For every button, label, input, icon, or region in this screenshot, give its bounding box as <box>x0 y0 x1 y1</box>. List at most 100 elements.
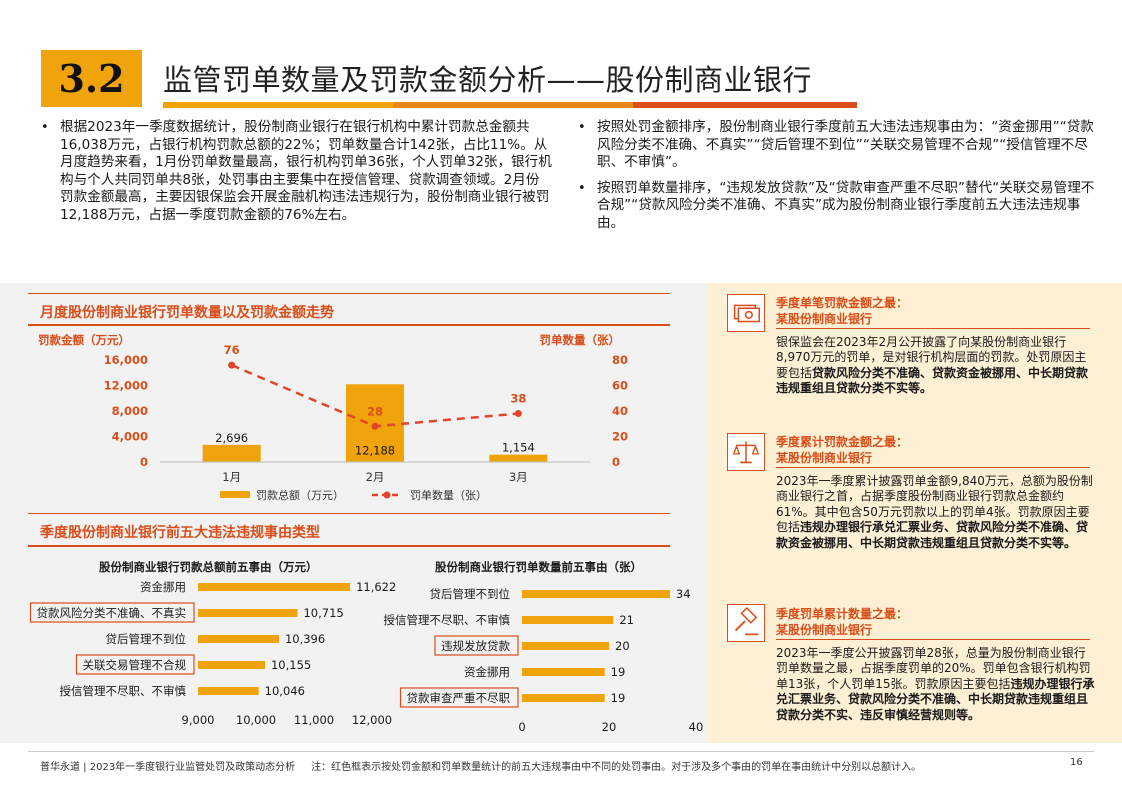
highlight-box <box>29 602 195 623</box>
monthly-combo-chart: 罚款金额（万元） 罚单数量（张） 0 4,000 8,000 12,000 16,000 0 2… <box>38 333 628 502</box>
section-divider <box>28 545 670 547</box>
hbar-category-label: 贷款风险分类不准确、不真实 <box>37 606 187 620</box>
left-tick-label: 8,000 <box>112 404 148 418</box>
card-divider <box>776 328 1090 329</box>
hbar-category-label: 资金挪用 <box>140 580 186 594</box>
bar-value-label: 12,188 <box>355 443 395 457</box>
section-number-badge: 3.2 <box>41 50 142 107</box>
right-tick-label: 20 <box>612 430 628 444</box>
card-title-line2: 某股份制商业银行 <box>776 451 873 465</box>
count-top5-chart: 34 贷后管理不到位 21 授信管理不尽职、不审慎 20 违规发放贷款 19 资金挪用 19 贷款… <box>384 587 704 734</box>
hbar-value-label: 21 <box>619 613 634 627</box>
hbar <box>198 687 259 695</box>
section-divider <box>28 293 670 294</box>
line-point <box>228 361 236 369</box>
x-tick-label: 3月 <box>509 470 528 484</box>
count-top5-title: 股份制商业银行罚单数量前五事由（张） <box>435 560 642 574</box>
section-divider <box>28 513 670 514</box>
line-point <box>371 422 379 430</box>
card-title: 季度累计罚款金额之最： 某股份制商业银行 <box>776 434 1076 466</box>
title-underline <box>163 102 857 108</box>
line-value-label: 38 <box>510 392 526 406</box>
hbar-value-label: 11,622 <box>356 580 396 594</box>
hbar-category-label: 贷后管理不到位 <box>430 587 511 601</box>
x-tick-label: 2月 <box>366 470 385 484</box>
line-point <box>514 410 522 418</box>
left-tick-label: 4,000 <box>112 430 148 444</box>
legend-line-point <box>383 491 391 499</box>
balance-scale-icon <box>727 433 765 471</box>
footer-divider <box>28 751 1094 752</box>
hbar-value-label: 10,046 <box>265 684 305 698</box>
right-tick-label: 40 <box>612 404 628 418</box>
left-axis-label: 罚款金额（万元） <box>38 333 130 347</box>
hbar-category-label: 关联交易管理不合规 <box>83 658 187 672</box>
hbar-value-label: 34 <box>676 587 691 601</box>
x-tick-label: 0 <box>518 720 525 734</box>
bullet-item: 按照处罚金额排序，股份制商业银行季度前五大违法违规事由为：“资金挪用”“贷款风险… <box>577 119 1095 172</box>
monthly-chart-title: 月度股份制商业银行罚单数量以及罚款金额走势 <box>40 305 334 321</box>
bar-value-label: 1,154 <box>502 441 535 455</box>
legend-label: 罚单数量（张） <box>410 489 487 502</box>
x-tick-label: 11,000 <box>294 713 334 727</box>
left-tick-label: 12,000 <box>104 379 148 393</box>
bullet-item: 按照罚单数量排序，“违规发放贷款”及“贷款审查严重不尽职”替代“关联交易管理不合… <box>577 180 1095 233</box>
footer-note: 注：红色框表示按处罚金额和罚单数量统计的前五大违规事由中不同的处罚事由。对于涉及… <box>311 762 922 773</box>
card-title: 季度单笔罚款金额之最： 某股份制商业银行 <box>776 295 1076 327</box>
x-tick-label: 10,000 <box>236 713 276 727</box>
bar-amount <box>202 444 261 462</box>
right-tick-label: 80 <box>612 353 628 367</box>
left-tick-label: 0 <box>140 455 148 469</box>
bar-amount <box>489 454 548 462</box>
line-value-label: 76 <box>224 343 240 357</box>
card-body: 银保监会在2023年2月公开披露了向某股份制商业银行8,970万元的罚单，是对银… <box>776 335 1096 397</box>
page-number: 16 <box>1070 757 1083 768</box>
highlights-panel <box>708 283 1122 743</box>
hbar-value-label: 19 <box>611 665 626 679</box>
summary-bullets-right: 按照处罚金额排序，股份制商业银行季度前五大违法违规事由为：“资金挪用”“贷款风险… <box>577 119 1095 241</box>
page-title: 监管罚单数量及罚款金额分析——股份制商业银行 <box>163 63 813 97</box>
hbar <box>198 635 279 643</box>
legend-bar-swatch <box>220 491 250 498</box>
hbar-value-label: 19 <box>611 691 626 705</box>
hbar-category-label: 贷后管理不到位 <box>106 632 187 646</box>
hbar <box>198 609 298 617</box>
hbar-category-label: 授信管理不尽职、不审慎 <box>60 684 187 698</box>
section-divider <box>28 324 670 326</box>
hbar <box>522 668 605 676</box>
card-divider <box>776 639 1090 640</box>
card-title-line2: 某股份制商业银行 <box>776 312 873 326</box>
card-body-text: 2023年一季度累计披露罚单金额9,840万元，总额为股份制商业银行之首，占据季… <box>776 474 1093 535</box>
left-tick-label: 16,000 <box>104 353 148 367</box>
hbar-category-label: 授信管理不尽职、不审慎 <box>384 613 511 627</box>
x-tick-label: 40 <box>689 720 704 734</box>
footer-text: 普华永道 | 2023年一季度银行业监管处罚及政策动态分析 注：红色框表示按处罚… <box>40 758 921 773</box>
line-value-label: 28 <box>367 404 383 418</box>
highlight-box <box>75 654 195 675</box>
right-axis-label: 罚单数量（张） <box>540 333 621 347</box>
x-tick-label: 9,000 <box>182 713 215 727</box>
bullet-item: 根据2023年一季度数据统计，股份制商业银行在银行机构中累计罚款总金额共16,0… <box>40 119 552 225</box>
hbar <box>198 583 351 591</box>
x-tick-label: 20 <box>602 720 617 734</box>
money-bill-icon <box>727 294 765 332</box>
amount-top5-chart: 11,622 资金挪用 10,715 贷款风险分类不准确、不真实 10,396 贷后管理不… <box>29 580 396 727</box>
card-title-line2: 某股份制商业银行 <box>776 623 873 637</box>
underline-segment-2 <box>393 102 633 108</box>
hbar-value-label: 10,396 <box>285 632 325 646</box>
hbar <box>198 661 265 669</box>
card-body-highlight: 违规办理银行承兑汇票业务、贷款风险分类不准确、中长期贷款违规重组且贷款分类不实、… <box>776 676 1095 722</box>
legend-label: 罚款总额（万元） <box>256 488 344 502</box>
hbar <box>522 642 609 650</box>
underline-segment-1 <box>163 102 393 108</box>
gavel-icon <box>727 604 765 642</box>
amount-top5-title: 股份制商业银行罚款总额前五事由（万元） <box>99 560 318 574</box>
card-body: 2023年一季度公开披露罚单28张，总量为股份制商业银行罚单数量之最，占据季度罚… <box>776 646 1096 723</box>
hbar-value-label: 10,715 <box>303 606 343 620</box>
card-body-highlight: 贷款风险分类不准确、贷款资金被挪用、中长期贷款违规重组且贷款分类不实等。 <box>776 365 1089 396</box>
hbar-category-label: 贷款审查严重不尽职 <box>407 691 511 705</box>
bar-value-label: 2,696 <box>215 431 248 445</box>
highlight-box <box>434 635 519 656</box>
card-body-text: 2023年一季度公开披露罚单28张，总量为股份制商业银行罚单数量之最，占据季度罚… <box>776 646 1091 691</box>
card-title: 季度罚单累计数量之最： 某股份制商业银行 <box>776 606 1076 638</box>
